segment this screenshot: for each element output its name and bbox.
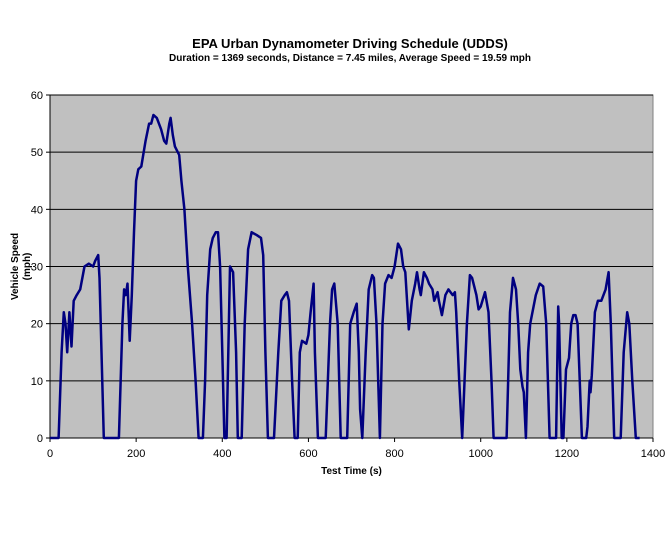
y-axis-label-line: Vehicle Speed: [10, 233, 21, 300]
y-tick-label: 30: [31, 262, 43, 274]
x-tick-label: 800: [385, 448, 403, 460]
y-axis-label-line: (mph): [22, 253, 33, 281]
speed-series-line: [50, 113, 640, 440]
x-tick-label: 200: [127, 448, 145, 460]
chart-subtitle: Duration = 1369 seconds, Distance = 7.45…: [169, 53, 531, 64]
y-tick-label: 10: [31, 376, 43, 388]
y-tick-label: 40: [31, 204, 43, 216]
x-tick-label: 400: [213, 448, 231, 460]
x-tick-label: 1400: [641, 448, 665, 460]
x-tick-label: 600: [299, 448, 317, 460]
y-tick-label: 60: [31, 90, 43, 102]
x-tick-label: 1200: [555, 448, 579, 460]
y-tick-label: 50: [31, 147, 43, 159]
x-tick-label: 0: [47, 448, 53, 460]
x-tick-label: 1000: [468, 448, 492, 460]
chart-title: EPA Urban Dynamometer Driving Schedule (…: [192, 36, 508, 51]
y-axis-label: Vehicle Speed(mph): [10, 233, 33, 300]
y-tick-label: 20: [31, 319, 43, 331]
x-axis-label: Test Time (s): [321, 466, 382, 477]
y-tick-label: 0: [37, 433, 43, 445]
